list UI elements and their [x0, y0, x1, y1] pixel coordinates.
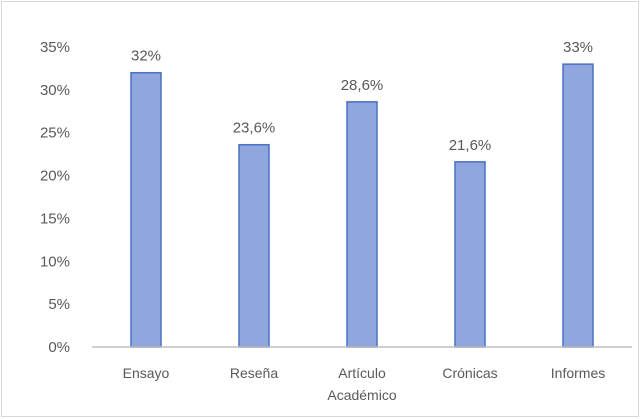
x-category-label-2-line-1: Académico [327, 387, 396, 403]
x-category-label-4: Informes [551, 365, 605, 381]
bar-1 [238, 143, 270, 348]
bar-2 [346, 101, 378, 348]
y-axis-tick-labels: 0% 5% 10% 15% 20% 25% 30% 35% [40, 39, 70, 356]
data-label-1: 23,6% [233, 120, 276, 137]
y-tick-label-3: 15% [40, 210, 70, 227]
bar-0 [130, 71, 162, 348]
y-tick-label-0: 0% [48, 339, 70, 356]
x-category-label-1: Reseña [230, 365, 278, 381]
data-label-3: 21,6% [449, 137, 492, 154]
bar-3 [454, 161, 486, 348]
bars [130, 63, 594, 348]
x-axis-category-labels: Ensayo Reseña Artículo Académico Crónicas Inf… [123, 365, 606, 403]
y-tick-label-1: 5% [48, 296, 70, 313]
data-label-0: 32% [131, 48, 161, 65]
data-labels: 32% 23,6% 28,6% 21,6% 33% [131, 39, 593, 154]
x-category-label-3: Crónicas [442, 365, 497, 381]
bar-4 [562, 63, 594, 348]
y-tick-label-4: 20% [40, 168, 70, 185]
y-tick-label-6: 30% [40, 82, 70, 99]
x-category-label-0: Ensayo [123, 365, 170, 381]
y-tick-label-2: 10% [40, 253, 70, 270]
y-tick-label-5: 25% [40, 125, 70, 142]
y-tick-label-7: 35% [40, 39, 70, 56]
x-category-label-2-line-0: Artículo [338, 365, 386, 381]
data-label-2: 28,6% [341, 77, 384, 94]
data-label-4: 33% [563, 39, 593, 56]
